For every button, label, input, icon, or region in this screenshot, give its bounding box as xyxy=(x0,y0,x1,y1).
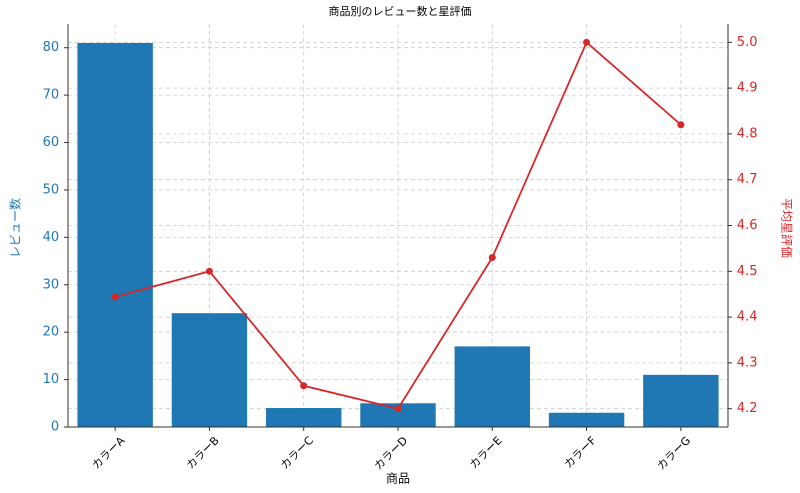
bar xyxy=(643,374,719,427)
x-tick-label: カラーC xyxy=(278,434,316,472)
x-tick-label: カラーE xyxy=(467,434,504,471)
bar xyxy=(454,346,530,427)
x-tick-label: カラーD xyxy=(372,434,411,473)
point xyxy=(300,382,308,390)
y-tick-label: 20 xyxy=(43,325,60,340)
x-tick-label: カラーA xyxy=(90,434,128,472)
y2-tick-label: 4.4 xyxy=(737,310,758,325)
y-tick-label: 10 xyxy=(43,372,60,387)
y2-tick-label: 4.2 xyxy=(737,401,758,416)
y2-tick-label: 4.8 xyxy=(737,126,758,141)
chart-title: 商品別のレビュー数と星評価 xyxy=(329,4,472,18)
y2-tick-label: 4.9 xyxy=(737,81,758,96)
bar xyxy=(266,408,342,427)
y-tick-label: 80 xyxy=(43,40,60,55)
point xyxy=(488,254,496,262)
y2-axis-label: 平均星評価 xyxy=(780,198,795,258)
y-axis-label: レビュー数 xyxy=(8,198,23,258)
y-tick-label: 70 xyxy=(43,88,60,103)
y-tick-label: 0 xyxy=(51,420,59,435)
x-tick-label: カラーB xyxy=(184,434,222,472)
y2-tick-label: 4.3 xyxy=(737,355,758,370)
bar xyxy=(171,313,248,427)
point xyxy=(583,38,591,46)
y-tick-label: 60 xyxy=(43,135,60,150)
y2-tick-label: 5.0 xyxy=(737,35,758,50)
y-tick-label: 30 xyxy=(43,277,60,292)
y-tick-label: 50 xyxy=(43,182,60,197)
x-axis-label: 商品 xyxy=(386,471,410,486)
x-tick-label: カラーF xyxy=(562,434,599,471)
y-tick-label: 40 xyxy=(43,230,60,245)
point xyxy=(111,293,119,301)
point xyxy=(205,267,213,275)
bar xyxy=(548,412,625,427)
bar xyxy=(77,42,153,427)
y2-tick-label: 4.6 xyxy=(737,218,758,233)
point xyxy=(677,121,685,129)
bar xyxy=(360,403,436,427)
point xyxy=(394,405,402,413)
x-tick-label: カラーG xyxy=(655,434,694,473)
y2-tick-label: 4.5 xyxy=(737,264,758,279)
y2-tick-label: 4.7 xyxy=(737,172,758,187)
